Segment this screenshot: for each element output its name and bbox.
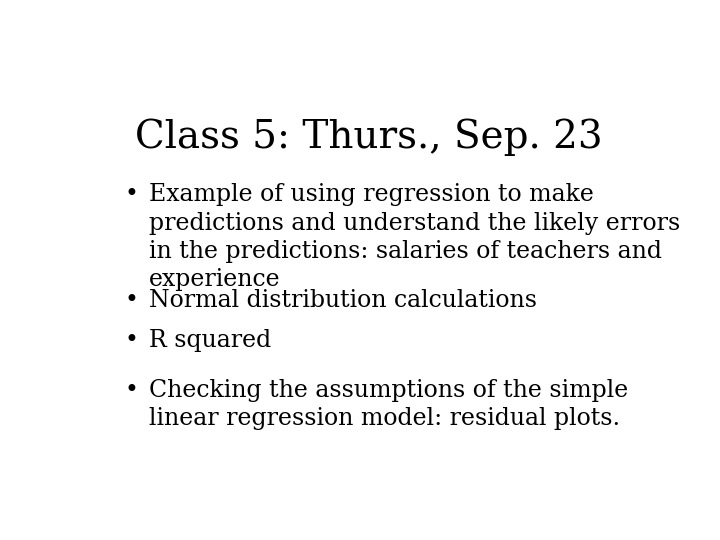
Text: •: • [125,183,139,206]
Text: predictions and understand the likely errors: predictions and understand the likely er… [148,212,680,234]
Text: linear regression model: residual plots.: linear regression model: residual plots. [148,407,620,430]
Text: •: • [125,379,139,402]
Text: in the predictions: salaries of teachers and: in the predictions: salaries of teachers… [148,240,662,263]
Text: •: • [125,289,139,312]
Text: experience: experience [148,268,280,291]
Text: Normal distribution calculations: Normal distribution calculations [148,289,536,312]
Text: Class 5: Thurs., Sep. 23: Class 5: Thurs., Sep. 23 [135,119,603,157]
Text: Checking the assumptions of the simple: Checking the assumptions of the simple [148,379,628,402]
Text: •: • [125,329,139,352]
Text: Example of using regression to make: Example of using regression to make [148,183,593,206]
Text: R squared: R squared [148,329,271,352]
